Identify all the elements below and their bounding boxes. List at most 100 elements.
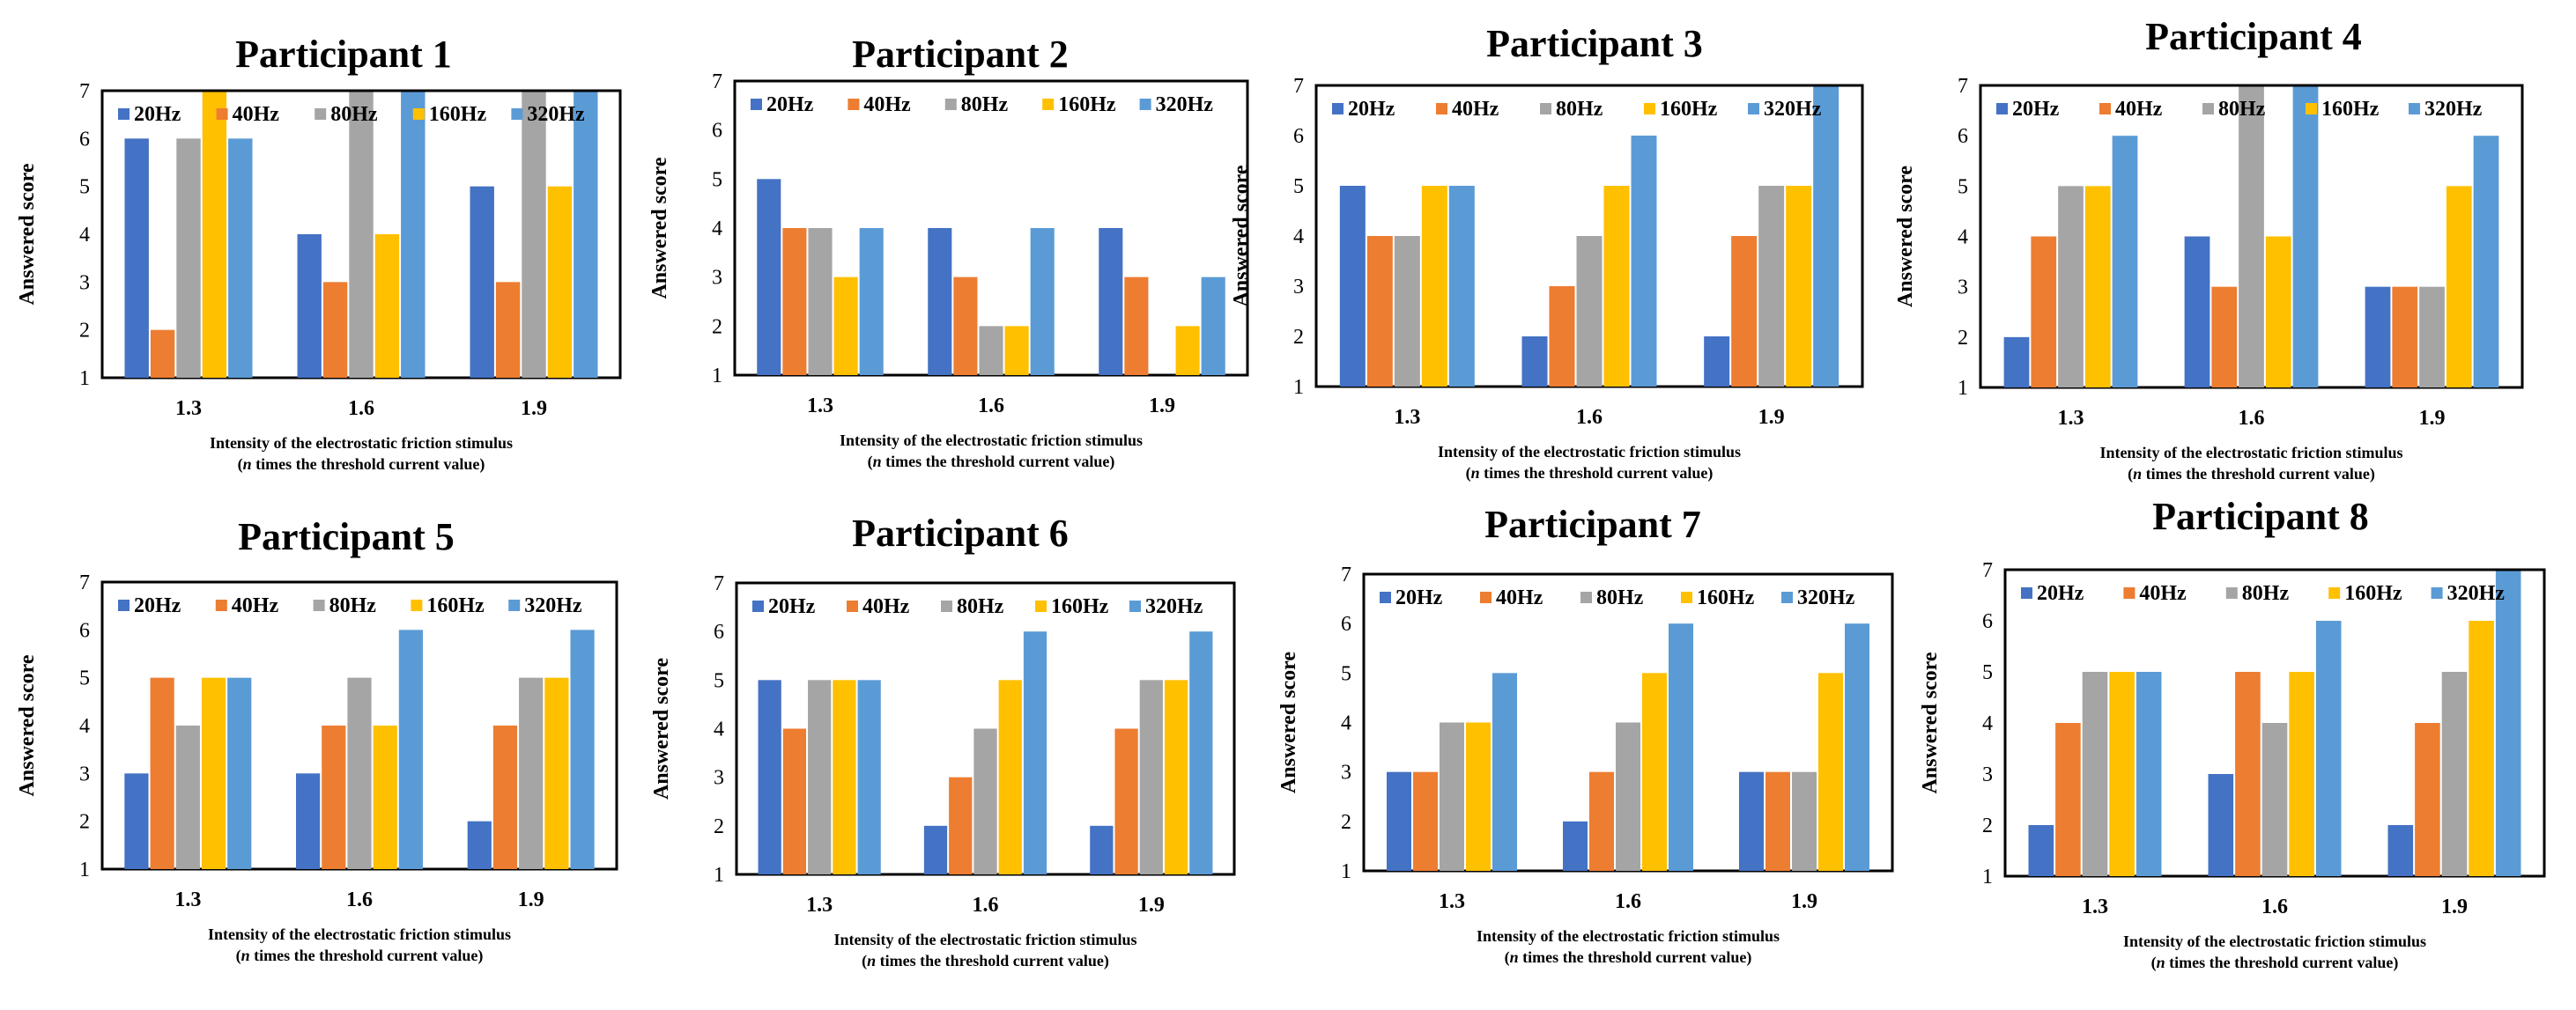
bar-40Hz-1.3 [782, 228, 807, 375]
y-tick-label: 5 [712, 168, 722, 191]
bar-40Hz-1.6 [1549, 286, 1575, 387]
y-tick-label: 1 [1982, 866, 1993, 888]
y-tick-label: 7 [79, 571, 90, 594]
legend-label-40Hz: 40Hz [232, 594, 279, 617]
bar-320Hz-1.3 [857, 680, 881, 874]
bar-160Hz-1.3 [833, 276, 858, 375]
bar-320Hz-1.6 [2315, 621, 2342, 876]
legend-swatch-20Hz [2021, 587, 2032, 599]
bar-320Hz-1.3 [2112, 136, 2138, 387]
y-tick-label: 6 [1341, 613, 1351, 636]
y-axis-label: Answered score [648, 157, 671, 299]
y-tick-label: 4 [1341, 712, 1351, 735]
bar-80Hz-1.3 [808, 228, 833, 375]
bar-40Hz-1.9 [1114, 728, 1138, 874]
legend-swatch-320Hz [2431, 587, 2443, 599]
x-tick-label: 1.3 [174, 888, 201, 911]
y-tick-label: 5 [1293, 175, 1304, 198]
x-tick-label: 1.6 [2261, 896, 2288, 918]
bar-160Hz-1.9 [547, 186, 573, 378]
bar-160Hz-1.9 [2446, 186, 2472, 387]
legend-label-320Hz: 320Hz [524, 594, 582, 617]
y-tick-label: 3 [79, 763, 90, 785]
x-axis-label-italic: n [2157, 954, 2165, 971]
y-tick-label: 2 [1958, 327, 1968, 350]
bar-320Hz-1.9 [1201, 276, 1225, 375]
bar-160Hz-1.3 [1466, 722, 1491, 871]
bar-20Hz-1.6 [2184, 236, 2210, 387]
legend-label-20Hz: 20Hz [766, 93, 814, 116]
x-tick-label: 1.6 [1576, 406, 1603, 429]
y-tick-label: 6 [79, 619, 90, 642]
bar-40Hz-1.3 [2055, 723, 2081, 876]
legend-label-80Hz: 80Hz [330, 103, 378, 126]
chart-panel-6: Participant 6 1 2 3 4 5 6 7 Answered score 1.3 1.6… [650, 512, 1236, 970]
chart-title: Participant 8 [2152, 495, 2369, 538]
bar-20Hz-1.3 [757, 179, 781, 375]
bar-20Hz-1.6 [297, 234, 322, 378]
legend-swatch-320Hz [2409, 103, 2420, 114]
chart-panel-8: Participant 8 1 2 3 4 5 6 7 Answered score 1.3 1.6… [1919, 495, 2546, 972]
legend-swatch-160Hz [412, 108, 425, 120]
bar-320Hz-1.6 [1023, 631, 1047, 874]
legend-label-80Hz: 80Hz [957, 595, 1004, 618]
x-tick-label: 1.3 [807, 394, 833, 417]
legend-swatch-20Hz [118, 108, 130, 120]
legend-label-80Hz: 80Hz [329, 594, 377, 617]
chart-title: Participant 7 [1484, 503, 1701, 546]
y-tick-label: 2 [79, 320, 90, 343]
bar-80Hz-1.9 [1792, 771, 1817, 871]
x-axis-label-italic: n [873, 453, 882, 470]
bar-40Hz-1.3 [1413, 771, 1438, 871]
x-tick-label: 1.3 [175, 397, 202, 420]
bar-40Hz-1.3 [782, 728, 807, 874]
y-tick-label: 2 [79, 811, 90, 834]
bar-320Hz-1.9 [570, 630, 595, 869]
bar-20Hz-1.9 [1090, 825, 1114, 874]
chart-title: Participant 2 [852, 33, 1069, 76]
y-tick-label: 2 [1293, 326, 1304, 349]
bar-320Hz-1.3 [1492, 673, 1517, 871]
bar-40Hz-1.3 [150, 677, 174, 869]
chart-title: Participant 3 [1486, 22, 1703, 65]
legend-swatch-320Hz [1748, 103, 1759, 114]
x-tick-label: 1.9 [518, 888, 544, 911]
y-axis-label: Answered score [1230, 165, 1253, 306]
legend: 20Hz 40Hz 80Hz 160Hz 320Hz [118, 594, 582, 617]
y-tick-label: 4 [714, 719, 724, 741]
bar-160Hz-1.6 [1603, 186, 1630, 387]
legend-label-20Hz: 20Hz [2037, 582, 2084, 605]
y-tick-label: 7 [712, 70, 722, 93]
y-tick-label: 5 [79, 176, 90, 199]
x-axis-label-rest: times the threshold current value) [2142, 465, 2375, 483]
legend-label-80Hz: 80Hz [2242, 582, 2290, 605]
bar-80Hz-1.3 [176, 138, 201, 379]
x-axis-label: Intensity of the electrostatic friction … [208, 925, 511, 943]
chart-panel-5: Participant 5 1 2 3 4 5 6 7 Answered score 1.3 1.6… [16, 515, 618, 965]
legend: 20Hz 40Hz 80Hz 160Hz 320Hz [2021, 582, 2505, 605]
bar-20Hz-1.9 [1739, 771, 1764, 871]
x-tick-label: 1.9 [1791, 890, 1817, 913]
legend-swatch-160Hz [1681, 592, 1692, 603]
y-tick-label: 1 [1958, 377, 1968, 400]
bar-20Hz-1.9 [470, 186, 494, 378]
x-axis-label-line2: (n times the threshold current value) [2151, 954, 2399, 972]
bar-320Hz-1.6 [398, 630, 423, 869]
bar-40Hz-1.9 [492, 726, 518, 869]
paren-open: ( [1466, 464, 1471, 483]
bar-160Hz-1.6 [1004, 326, 1029, 375]
x-axis-label-line2: (n times the threshold current value) [2128, 465, 2375, 483]
y-axis-label: Answered score [16, 163, 39, 305]
legend-swatch-40Hz [848, 99, 860, 110]
bar-20Hz-1.9 [2365, 286, 2391, 387]
legend-label-320Hz: 320Hz [1156, 93, 1214, 116]
bar-320Hz-1.3 [2136, 672, 2162, 876]
x-tick-label: 1.9 [1758, 406, 1785, 429]
legend-swatch-320Hz [511, 108, 523, 120]
bar-160Hz-1.9 [1175, 326, 1200, 375]
chart-title: Participant 6 [852, 512, 1069, 555]
legend-swatch-160Hz [411, 600, 423, 611]
x-axis-label-rest: times the threshold current value) [250, 947, 484, 965]
bar-40Hz-1.6 [2211, 286, 2238, 387]
